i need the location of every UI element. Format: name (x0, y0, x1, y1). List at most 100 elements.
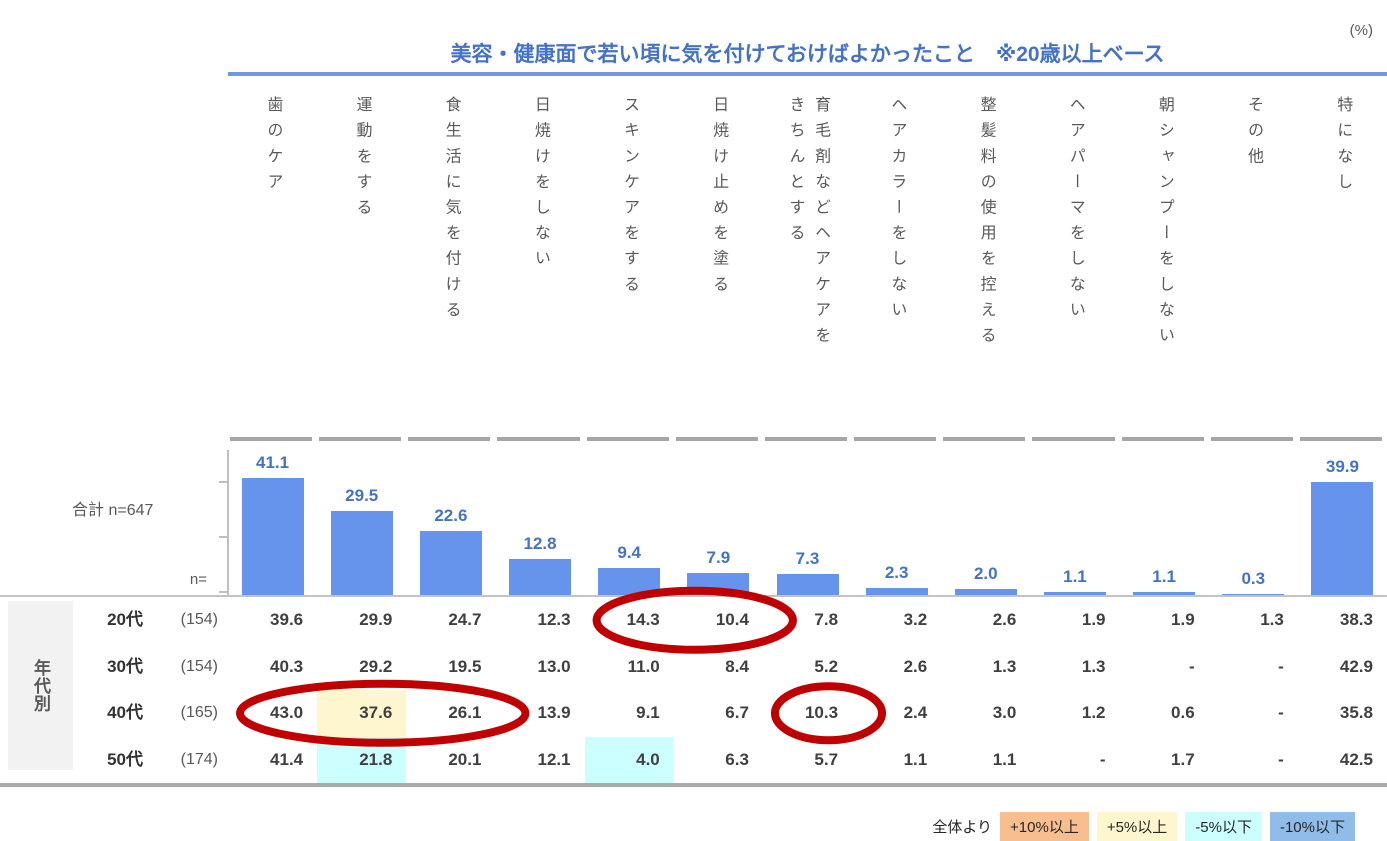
row-n-label: (154) (180, 611, 218, 628)
table-cell: 43.0 (270, 703, 304, 722)
table-cell: 24.7 (448, 610, 482, 629)
group-label: 年代別 (31, 658, 50, 713)
top-tick (1299, 437, 1382, 441)
table-cell: - (1278, 656, 1284, 676)
column-header: 育毛剤などヘアケアを きちんとする (763, 96, 852, 446)
age-group-sidebar: 年代別 (8, 601, 73, 770)
table-cell: 2.6 (903, 656, 928, 676)
bar-value-label: 9.4 (617, 543, 641, 563)
table-cell: 13.9 (537, 703, 571, 722)
table-cell: 20.1 (448, 749, 482, 769)
legend-chip: -5%以下 (1185, 811, 1262, 841)
table-cell: 1.9 (1171, 610, 1195, 629)
table-cell: 4.0 (636, 749, 660, 769)
table-cell: 40.3 (270, 656, 304, 676)
column-header-text: 朝シャンプーをしない (1155, 96, 1173, 352)
top-tick (764, 437, 848, 441)
column-header: 歯のケア (228, 96, 317, 446)
table-cell: - (1099, 749, 1106, 769)
row-label: 50代 (107, 749, 143, 769)
title-underline (228, 72, 1387, 76)
table-cell: 11.0 (627, 656, 660, 676)
table-cell: 2.4 (903, 703, 928, 722)
table-cell: 14.3 (626, 610, 660, 629)
column-header-text: ヘアカラーをしない (888, 96, 906, 327)
table-cell: 6.7 (725, 703, 749, 722)
bar (241, 478, 304, 595)
table-cell: 38.3 (1339, 610, 1373, 629)
row-label: 30代 (107, 656, 143, 676)
bar-value-label: 39.9 (1325, 456, 1359, 476)
column-header: 運動をする (317, 96, 406, 446)
column-header: ヘアカラーをしない (852, 96, 941, 446)
column-header-text: 整髪料の使用を控える (977, 96, 995, 352)
table-cell: - (1278, 703, 1284, 722)
top-tick (497, 437, 580, 441)
table-cell: 3.2 (903, 610, 928, 629)
table-cell: 12.1 (537, 749, 571, 769)
bar-value-label: 22.6 (434, 505, 468, 525)
top-tick (943, 437, 1026, 441)
top-tick (586, 437, 669, 441)
table-cell: 9.1 (636, 703, 660, 722)
row-label: 20代 (107, 610, 143, 629)
bar-value-label: 7.9 (706, 547, 731, 567)
bar-value-label: 29.5 (345, 486, 379, 506)
table-cell: 2.6 (992, 610, 1017, 629)
top-tick (230, 437, 313, 441)
column-header: 食生活に気を付ける (406, 96, 495, 446)
row-n-label: (154) (180, 657, 218, 675)
table-cell: 1.3 (1081, 656, 1106, 676)
table-cell: 1.3 (992, 656, 1017, 676)
n-equals-label: n= (189, 571, 207, 588)
highlight-cell (584, 736, 674, 783)
table-cell: 0.6 (1171, 703, 1195, 722)
column-header: 整髪料の使用を控える (941, 96, 1030, 446)
bar-value-label: 1.1 (1063, 566, 1087, 586)
table-cell: 1.1 (903, 749, 928, 769)
bar (954, 589, 1017, 595)
column-header-text: 育毛剤などヘアケアを きちんとする (786, 96, 830, 352)
table-cell: 1.1 (992, 749, 1017, 769)
column-header: 朝シャンプーをしない (1120, 96, 1209, 446)
table-cell: 21.8 (359, 749, 393, 769)
column-header: ヘアパーマをしない (1030, 96, 1119, 446)
top-tick (408, 437, 491, 441)
table-cell: 1.3 (1260, 610, 1284, 629)
table-cell: 26.1 (448, 703, 482, 722)
legend-chip: -10%以下 (1269, 811, 1355, 841)
table-cell: - (1189, 656, 1195, 676)
table-cell: 19.5 (448, 656, 482, 676)
table-bottom-line (0, 783, 1387, 787)
total-n-label: 合計 n=647 (72, 502, 154, 519)
table-cell: 7.8 (814, 610, 839, 629)
page-title: 美容・健康面で若い頃に気を付けておけばよかったこと ※20歳以上ベース (450, 43, 1165, 66)
table-cell: 41.4 (270, 749, 304, 769)
table-cell: 39.6 (270, 610, 304, 629)
column-header-text: 食生活に気を付ける (442, 96, 460, 327)
top-tick (1121, 437, 1204, 441)
y-axis-tick (219, 591, 227, 593)
top-tick (1210, 437, 1293, 441)
table-cell: 29.9 (359, 610, 393, 629)
column-header-text: 特になし (1334, 96, 1352, 199)
table-cell: 10.4 (715, 610, 749, 629)
table-cell: 5.7 (814, 749, 839, 769)
bar (330, 511, 393, 595)
table-cell: 3.0 (992, 703, 1017, 722)
bar (419, 530, 482, 595)
column-header-text: ヘアパーマをしない (1066, 96, 1084, 327)
table-cell: 12.3 (537, 610, 571, 629)
row-label: 40代 (107, 703, 143, 722)
bar (598, 568, 661, 595)
column-header: その他 (1209, 96, 1298, 446)
table-cell: 8.4 (725, 656, 749, 676)
bar-value-label: 1.1 (1152, 566, 1176, 586)
bar-value-label: 0.3 (1241, 569, 1266, 588)
table-cell: 13.0 (537, 656, 571, 676)
bar (865, 588, 928, 595)
y-axis-tick (219, 536, 227, 538)
bar (1133, 591, 1196, 595)
table-cell: 42.9 (1339, 656, 1373, 676)
bar-value-label: 2.3 (884, 563, 909, 583)
